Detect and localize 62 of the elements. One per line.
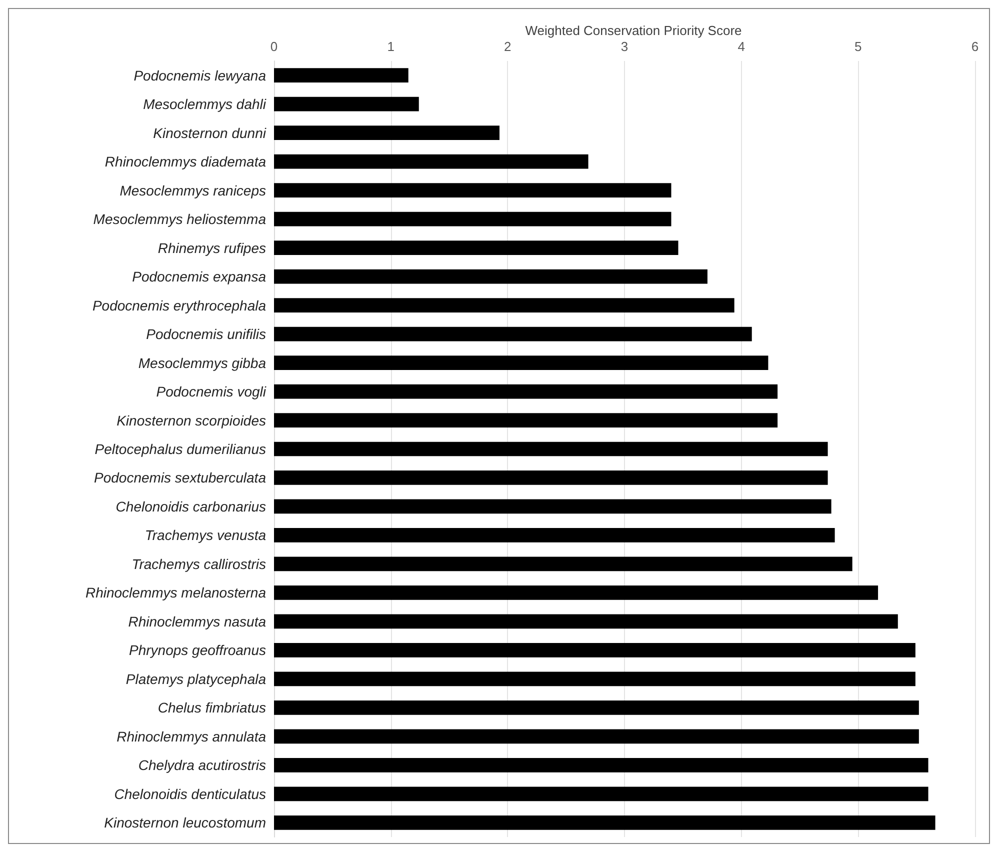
y-tick-label: Chelonoidis carbonarius [116, 498, 266, 514]
bar [274, 212, 672, 226]
bar [274, 786, 928, 802]
x-tick-label: 2 [504, 39, 512, 54]
bar [274, 442, 828, 456]
y-tick-label: Mesoclemmys gibba [138, 354, 266, 371]
y-tick-label: Rhinoclemmys diademata [104, 154, 266, 170]
bar [274, 384, 778, 399]
x-tick-label: 3 [620, 39, 628, 54]
x-tick-label: 5 [854, 39, 862, 54]
y-tick-label: Podocnemis unifilis [146, 326, 266, 342]
y-tick-label: Chelonoidis denticulatus [114, 786, 266, 802]
chart-title: Weighted Conservation Priority Score [525, 23, 742, 38]
bar [274, 154, 588, 169]
y-tick-label: Kinosternon leucostomum [104, 814, 266, 831]
y-tick-label: Chelydra acutirostris [138, 757, 266, 774]
bar [274, 586, 878, 600]
y-tick-label: Rhinemys rufipes [158, 240, 266, 256]
x-tick-label: 4 [738, 39, 745, 54]
bar [274, 326, 752, 342]
y-tick-label: Podocnemis vogli [156, 384, 267, 400]
bar [274, 815, 936, 830]
bar [274, 68, 408, 83]
y-tick-label: Trachemys callirostris [132, 556, 266, 572]
y-tick-label: Mesoclemmys heliostemma [93, 211, 266, 228]
y-tick-label: Podocnemis lewyana [134, 67, 266, 84]
y-tick-label: Rhinoclemmys nasuta [128, 613, 266, 630]
bar [274, 729, 919, 744]
y-tick-label: Rhinoclemmys melanosterna [85, 584, 266, 601]
x-tick-label: 6 [971, 39, 979, 54]
bar [274, 183, 672, 198]
y-tick-label: Podocnemis sextuberculata [94, 470, 266, 486]
bar [274, 96, 419, 112]
y-tick-label: Phrynops geoffroanus [129, 642, 266, 658]
bar [274, 470, 828, 485]
y-tick-label: Platemys platycephala [126, 670, 266, 687]
y-tick-label: Peltocephalus dumerilianus [94, 441, 266, 457]
y-tick-label: Trachemys venusta [144, 527, 266, 544]
bar [274, 528, 835, 542]
y-tick-label: Podocnemis expansa [132, 268, 266, 285]
bar [274, 499, 832, 514]
bar [274, 240, 678, 255]
y-tick-label: Mesoclemmys dahli [143, 96, 267, 112]
y-tick-label: Rhinoclemmys annulata [116, 728, 266, 744]
x-tick-label: 0 [270, 39, 278, 54]
y-tick-label: Chelus fimbriatus [158, 700, 266, 716]
bar [274, 298, 734, 312]
bar [274, 700, 919, 715]
y-tick-label: Kinosternon dunni [153, 124, 267, 141]
bar [274, 556, 852, 572]
x-tick-label: 1 [387, 39, 394, 54]
bar [274, 413, 778, 428]
y-tick-label: Podocnemis erythrocephala [92, 297, 266, 314]
bar [274, 269, 708, 284]
bar [274, 126, 500, 140]
y-tick-label: Mesoclemmys raniceps [120, 182, 266, 198]
y-tick-label: Kinosternon scorpioides [116, 412, 266, 428]
bar [274, 672, 916, 686]
bar [274, 614, 898, 629]
bar [274, 643, 916, 658]
bar [274, 758, 928, 772]
bar [274, 356, 768, 370]
